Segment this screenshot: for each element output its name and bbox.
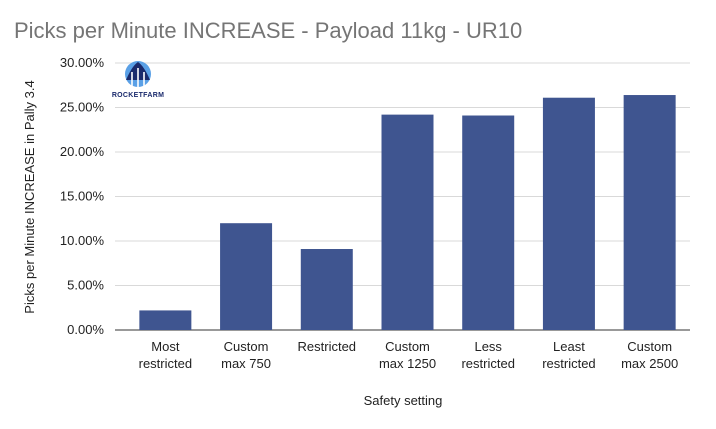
y-tick-label: 25.00%	[60, 100, 105, 115]
logo-text: ROCKETFARM	[112, 92, 164, 99]
x-tick-label: max 1250	[379, 356, 436, 371]
y-axis-ticks: 0.00% 5.00% 10.00% 15.00% 20.00% 25.00% 30.00%	[60, 55, 105, 337]
x-tick-label: Less	[474, 339, 502, 354]
x-tick-label: Custom	[385, 339, 430, 354]
bar	[623, 95, 676, 330]
logo-stripes	[131, 68, 145, 87]
y-axis-title: Picks per Minute INCREASE in Pally 3.4	[22, 80, 37, 313]
x-tick-label: Restricted	[298, 339, 357, 354]
x-axis-title: Safety setting	[364, 393, 443, 408]
y-tick-label: 20.00%	[60, 144, 105, 159]
bars	[139, 95, 676, 331]
bar	[300, 249, 353, 330]
bar	[139, 310, 192, 330]
x-tick-label: restricted	[461, 356, 514, 371]
x-tick-label: Custom	[224, 339, 269, 354]
x-tick-label: restricted	[542, 356, 595, 371]
x-tick-label: restricted	[139, 356, 192, 371]
bar	[381, 114, 434, 331]
x-tick-label: Most	[151, 339, 180, 354]
bar	[462, 115, 515, 330]
y-tick-label: 0.00%	[67, 322, 104, 337]
x-tick-label: Least	[553, 339, 585, 354]
x-tick-label: Custom	[627, 339, 672, 354]
rocketfarm-logo: ROCKETFARM	[112, 61, 164, 99]
y-tick-label: 10.00%	[60, 233, 105, 248]
chart-title: Picks per Minute INCREASE - Payload 11kg…	[14, 18, 522, 43]
y-tick-label: 5.00%	[67, 278, 104, 293]
y-tick-label: 30.00%	[60, 55, 105, 70]
x-tick-label: max 2500	[621, 356, 678, 371]
bar	[542, 97, 595, 331]
x-axis-ticks: Most restricted Custom max 750 Restricted Cus…	[139, 339, 679, 371]
x-tick-label: max 750	[221, 356, 271, 371]
bar	[220, 223, 273, 330]
y-tick-label: 15.00%	[60, 189, 105, 204]
